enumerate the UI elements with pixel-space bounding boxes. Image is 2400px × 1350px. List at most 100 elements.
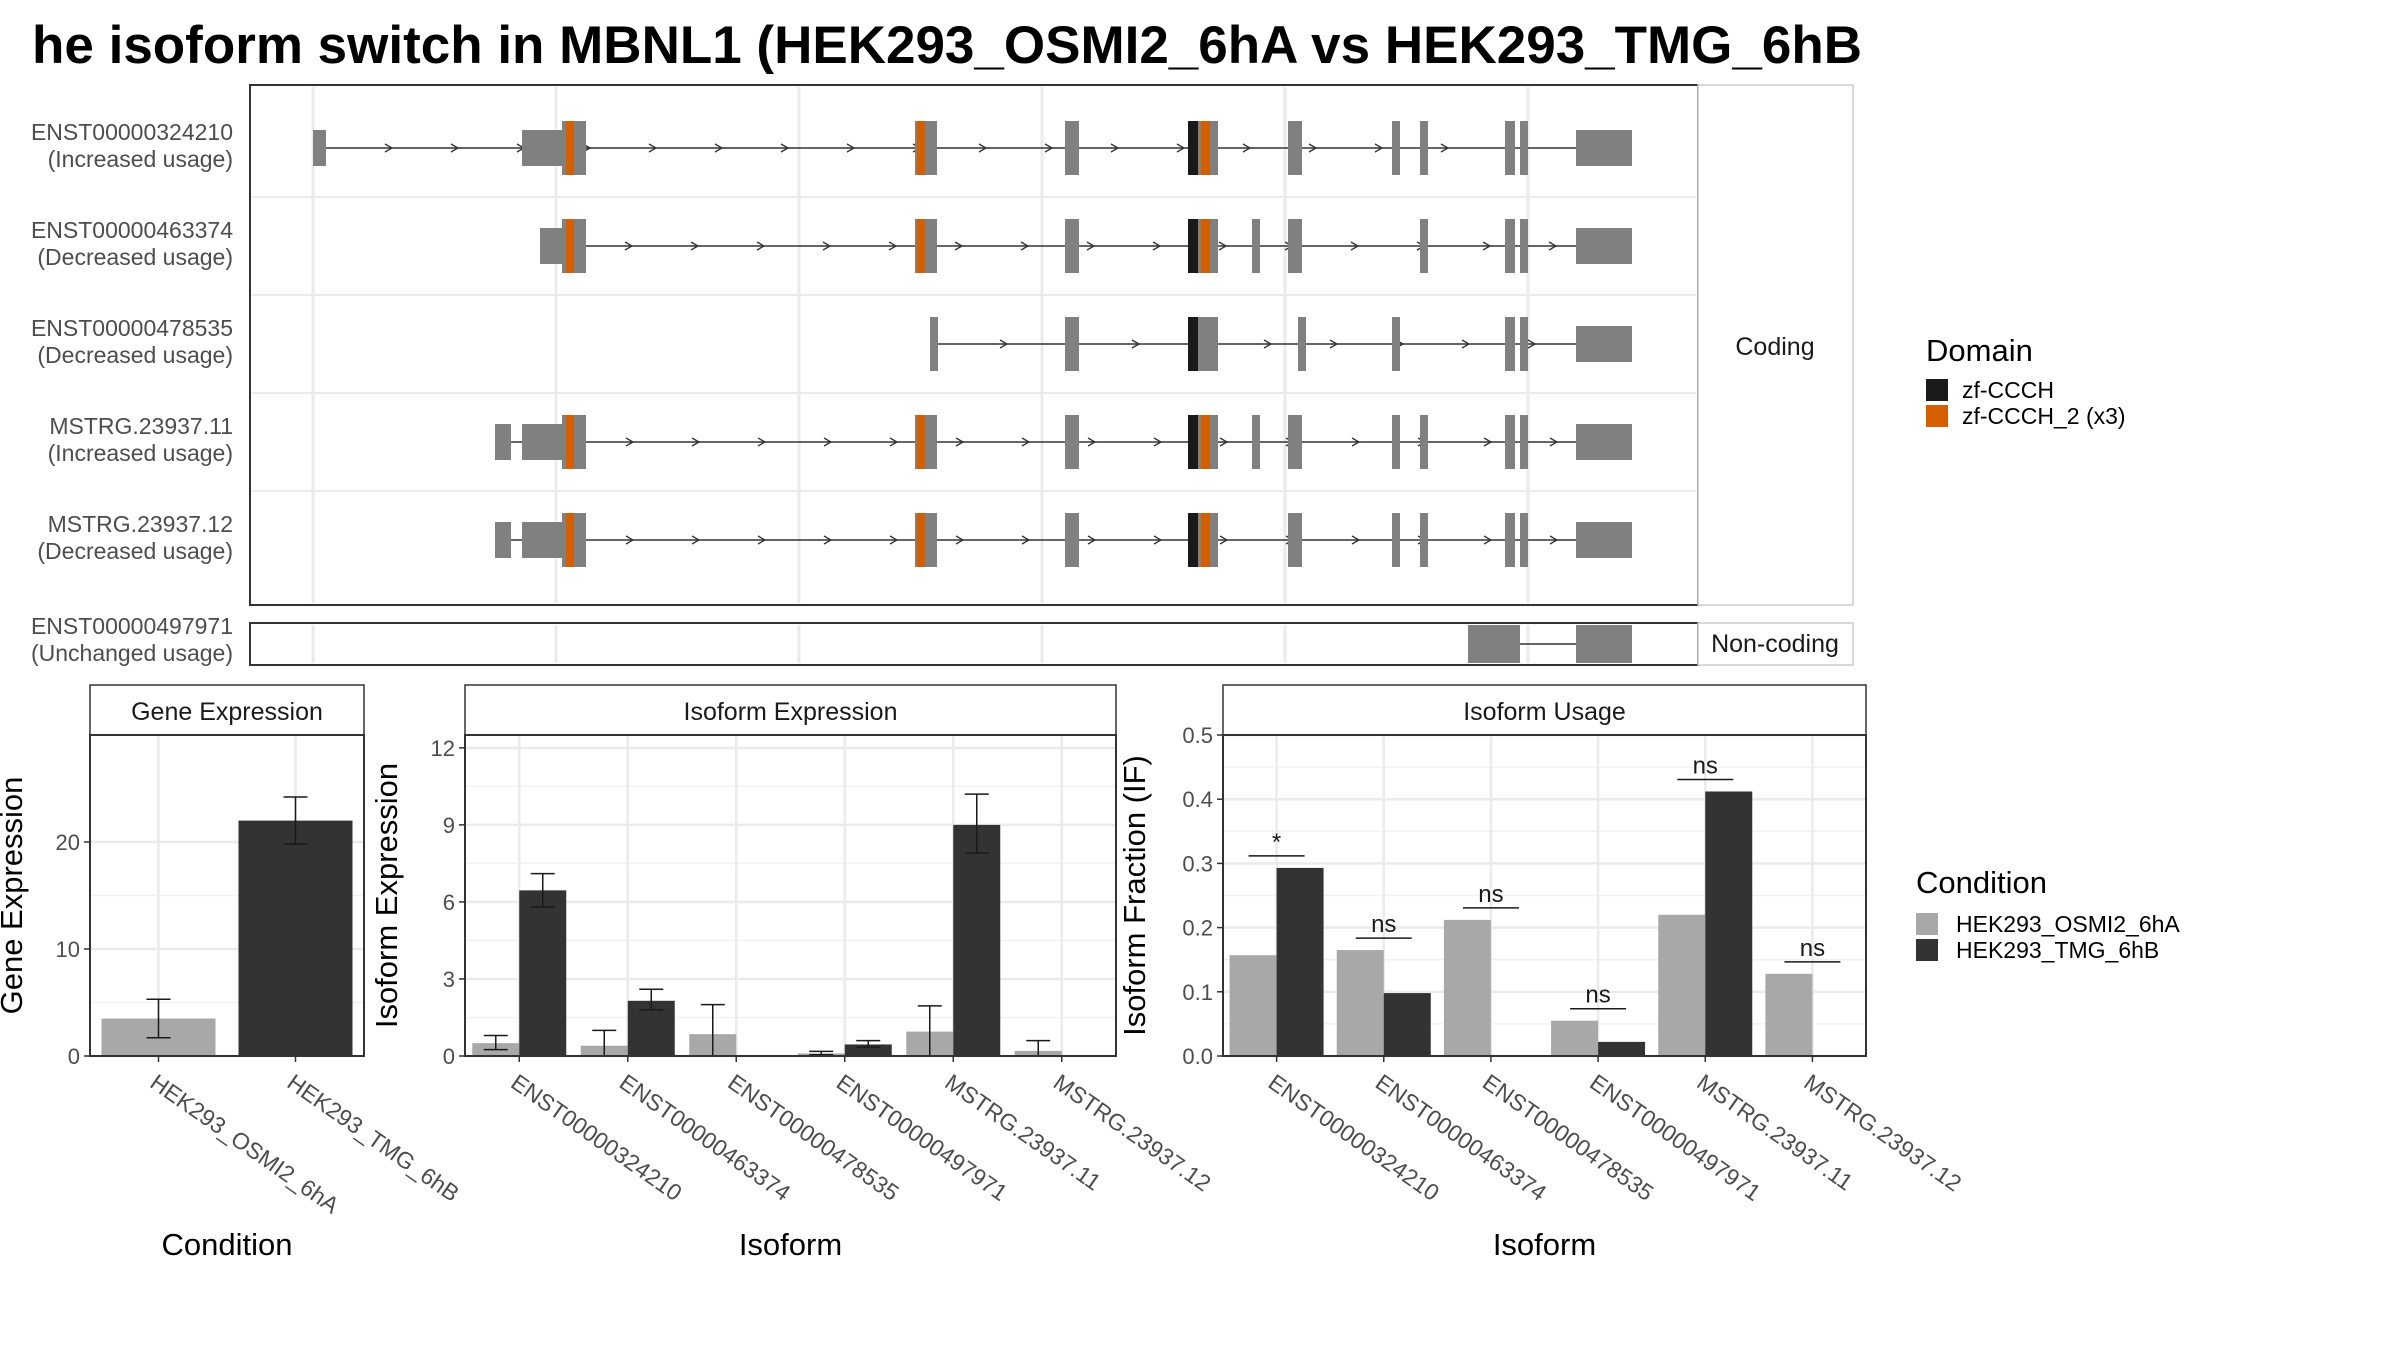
- strand-arrow: [1482, 241, 1492, 251]
- strand-arrow: [757, 535, 767, 545]
- strand-arrow: [955, 535, 965, 545]
- y-tick-label: 0.2: [1182, 916, 1213, 941]
- strand-arrow: [889, 437, 899, 447]
- strand-arrow: [624, 241, 634, 251]
- exon-block: [1505, 219, 1515, 273]
- strand-arrow: [1110, 143, 1120, 153]
- domain-block: [566, 513, 574, 567]
- y-tick-label: 9: [443, 813, 455, 838]
- significance-label: ns: [1585, 982, 1610, 1009]
- strand-arrow: [1374, 143, 1384, 153]
- exon-block: [1065, 513, 1079, 567]
- strand-arrow: [1086, 241, 1096, 251]
- bar: [1276, 867, 1324, 1056]
- strand-arrow: [823, 437, 833, 447]
- figure-title-text: he isoform switch in MBNL1 (HEK293_OSMI2…: [32, 16, 1862, 75]
- domain-block: [1201, 219, 1210, 273]
- strand-arrow: [1527, 339, 1537, 349]
- strand-arrow: [1350, 241, 1360, 251]
- x-tick-label: ENST00000497971: [1585, 1069, 1765, 1206]
- noncoding-strip-label: Non-coding: [1711, 630, 1839, 658]
- y-tick-label: 0: [68, 1044, 80, 1069]
- strand-arrow: [1219, 437, 1229, 447]
- bar: [1383, 993, 1431, 1056]
- bar: [519, 890, 567, 1056]
- domain-block: [1188, 513, 1198, 567]
- bar: [1336, 950, 1384, 1056]
- exon-block: [313, 130, 326, 166]
- transcript-id-label: MSTRG.23937.12: [48, 511, 233, 537]
- domain-block: [1188, 219, 1198, 273]
- strand-arrow: [648, 143, 658, 153]
- transcript-usage-label: (Increased usage): [48, 146, 233, 172]
- panel-title: Gene Expression: [131, 698, 323, 726]
- strand-arrow: [1176, 143, 1186, 153]
- exon-block: [930, 317, 938, 371]
- strand-arrow: [1131, 339, 1141, 349]
- x-axis-title: Isoform: [1493, 1227, 1596, 1262]
- bar: [1658, 914, 1706, 1056]
- exon-block: [540, 228, 562, 264]
- strand-arrow: [1440, 143, 1450, 153]
- exon-block: [1252, 219, 1260, 273]
- exon-block: [1520, 121, 1528, 175]
- exon-block: [1576, 522, 1632, 558]
- exon-block: [1298, 317, 1306, 371]
- bar: [1229, 955, 1277, 1056]
- exon-block: [1288, 415, 1302, 469]
- condition-legend-label: HEK293_OSMI2_6hA: [1956, 911, 2180, 937]
- transcript-id-label: ENST00000463374: [31, 217, 233, 243]
- x-tick-label: ENST00000463374: [1371, 1069, 1552, 1206]
- condition-legend-key: [1916, 939, 1938, 961]
- strand-arrow: [691, 437, 701, 447]
- exon-block: [1420, 415, 1428, 469]
- strand-arrow: [1153, 535, 1163, 545]
- exon-block: [1576, 326, 1632, 362]
- y-tick-label: 0.0: [1182, 1044, 1213, 1069]
- strand-arrow: [1218, 241, 1228, 251]
- strand-arrow: [823, 535, 833, 545]
- y-tick-label: 10: [56, 937, 80, 962]
- exon-block: [1288, 513, 1302, 567]
- strand-arrow: [1087, 437, 1097, 447]
- strand-arrow: [1329, 339, 1339, 349]
- domain-legend-label: zf-CCCH: [1962, 377, 2054, 403]
- exon-block: [1065, 415, 1079, 469]
- bar: [1551, 1020, 1599, 1056]
- strand-arrow: [954, 241, 964, 251]
- significance-label: ns: [1478, 881, 1503, 908]
- transcript-usage-label: (Unchanged usage): [31, 640, 233, 666]
- domain-legend-title: Domain: [1926, 333, 2033, 368]
- transcript-usage-label: (Decreased usage): [37, 538, 233, 564]
- significance-label: ns: [1371, 911, 1396, 938]
- strand-arrow: [888, 241, 898, 251]
- y-tick-label: 6: [443, 890, 455, 915]
- plot-frame: [89, 734, 365, 1057]
- y-tick-label: 0.3: [1182, 851, 1213, 876]
- exon-block: [1505, 121, 1515, 175]
- strand-arrow: [1461, 339, 1471, 349]
- strand-arrow: [1483, 535, 1493, 545]
- strand-arrow: [450, 143, 460, 153]
- panel-strip: [89, 684, 365, 736]
- y-tick-label: 3: [443, 967, 455, 992]
- strand-arrow: [1549, 535, 1559, 545]
- strand-arrow: [889, 535, 899, 545]
- strand-arrow: [1548, 241, 1558, 251]
- domain-block: [566, 415, 574, 469]
- strand-arrow: [1021, 437, 1031, 447]
- exon-block: [1065, 121, 1079, 175]
- plot-frame: [1222, 734, 1867, 1057]
- bar: [1598, 1041, 1646, 1056]
- transcript-track: [495, 513, 1632, 567]
- domain-block: [566, 219, 574, 273]
- exon-block: [522, 522, 562, 558]
- y-axis-title: Isoform Fraction (IF): [1117, 755, 1152, 1036]
- strand-arrow: [757, 437, 767, 447]
- plot-area: [465, 735, 1116, 1056]
- exon-block: [1505, 317, 1515, 371]
- domain-legend-key: [1926, 379, 1948, 401]
- y-tick-label: 12: [431, 736, 455, 761]
